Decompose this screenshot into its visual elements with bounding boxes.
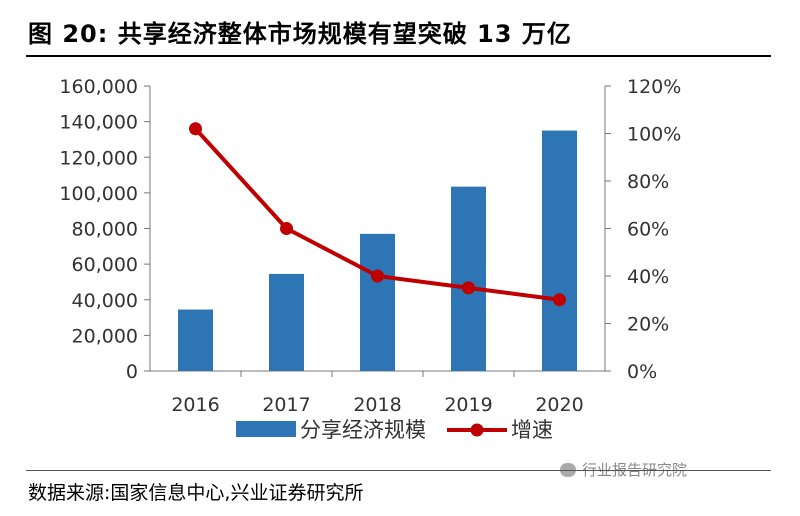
legend-label-line: 增速: [511, 418, 553, 442]
left-tick-label: 160,000: [59, 76, 138, 98]
growth-point-2018: [371, 269, 384, 283]
left-tick-label: 80,000: [72, 219, 138, 241]
right-tick-label: 60%: [627, 219, 669, 241]
left-tick-label: 100,000: [59, 183, 138, 205]
source-rule: [26, 470, 771, 471]
left-tick-label: 0: [126, 361, 138, 383]
left-tick-label: 40,000: [72, 290, 138, 312]
x-tick-label: 2020: [535, 394, 583, 416]
bar-2018: [360, 233, 395, 371]
chart-title: 图 20: 共享经济整体市场规模有望突破 13 万亿: [28, 20, 572, 48]
growth-point-2020: [553, 293, 566, 307]
x-tick-label: 2017: [262, 394, 310, 416]
growth-point-2019: [462, 281, 475, 295]
right-tick-label: 20%: [627, 314, 669, 336]
x-tick-label: 2016: [171, 394, 219, 416]
growth-point-2017: [280, 222, 293, 235]
x-tick-label: 2019: [444, 394, 492, 416]
right-tick-label: 80%: [627, 171, 669, 193]
growth-point-2016: [189, 122, 202, 136]
legend-swatch-marker: [470, 423, 484, 437]
bar-2020: [542, 130, 577, 371]
source-note: 数据来源:国家信息中心,兴业证券研究所: [28, 482, 364, 504]
bar-2019: [451, 186, 486, 371]
right-tick-label: 0%: [627, 361, 657, 383]
bar-2017: [269, 273, 304, 371]
legend-swatch-bar: [236, 421, 296, 437]
left-tick-label: 20,000: [72, 325, 138, 347]
right-tick-label: 40%: [627, 266, 669, 288]
title-rule: [26, 55, 771, 57]
bar-2016: [178, 309, 213, 371]
wechat-icon: [560, 462, 576, 477]
x-tick-label: 2018: [353, 394, 401, 416]
combo-chart: 0 20,000 40,000 60,000 80,000 100,000 120,000 1…: [59, 76, 681, 442]
right-tick-label: 100%: [627, 124, 681, 146]
left-tick-label: 140,000: [59, 112, 138, 134]
legend-label-bar: 分享经济规模: [300, 418, 426, 442]
right-tick-label: 120%: [627, 76, 681, 98]
left-tick-label: 120,000: [59, 147, 138, 169]
left-tick-label: 60,000: [72, 254, 138, 276]
